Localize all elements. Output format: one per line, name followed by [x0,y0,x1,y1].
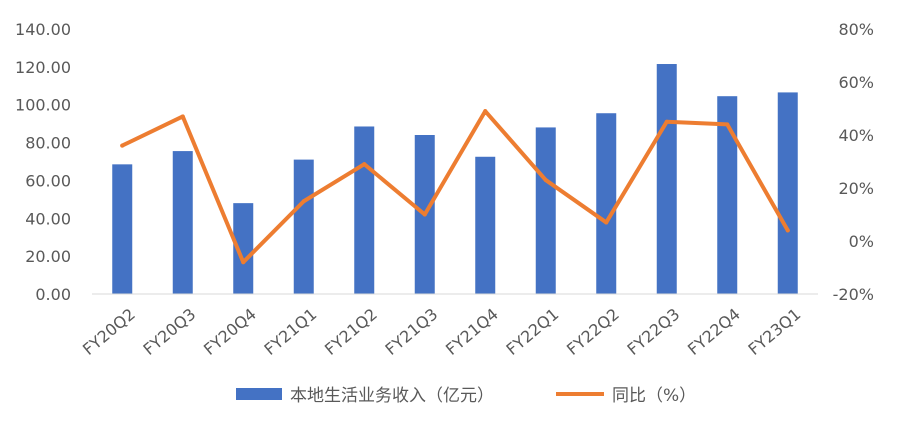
line-point [241,260,246,265]
x-axis-tick-label: FY21Q3 [382,305,442,359]
bar [596,113,617,294]
x-axis-tick-label: FY20Q2 [79,305,139,359]
bar [354,126,375,294]
line-point [120,143,125,148]
right-axis-tick-label: 80% [838,20,874,39]
x-axis-tick-label: FY22Q3 [624,305,684,359]
x-axis-tick-label: FY20Q4 [200,305,260,359]
bar-series [112,64,798,295]
line-point [422,212,427,217]
left-axis-tick-label: 80.00 [25,134,71,153]
left-axis-tick-label: 40.00 [25,209,71,228]
left-y-axis: 0.00 20.00 40.00 60.00 80.00 100.00 120.00 140.… [15,20,71,304]
x-axis-tick-label: FY22Q1 [503,305,563,359]
legend-swatch-bar [236,388,282,400]
yoy-line [120,109,790,265]
x-axis-tick-label: FY21Q4 [442,305,502,359]
bar [656,64,677,295]
right-axis-tick-label: 0% [849,232,874,251]
bar [233,203,254,294]
left-axis-tick-label: 0.00 [35,285,71,304]
x-axis-tick-label: FY21Q2 [321,305,381,359]
x-axis-tick-label: FY21Q1 [261,305,321,359]
bar [112,164,133,294]
x-axis-tick-label: FY22Q4 [684,305,744,359]
right-y-axis: -20% 0% 20% 40% 60% 80% [833,20,874,304]
right-axis-tick-label: 20% [838,179,874,198]
line-series [120,109,790,265]
right-axis-tick-label: 40% [838,126,874,145]
legend-label-bar: 本地生活业务收入（亿元） [290,386,494,406]
line-point [180,114,185,119]
line-point [483,109,488,114]
line-point [664,119,669,124]
line-point [785,228,790,233]
left-axis-tick-label: 140.00 [15,20,71,39]
line-point [725,122,730,127]
left-axis-tick-label: 100.00 [15,96,71,115]
bar [717,96,738,294]
line-point [362,162,367,167]
right-axis-tick-label: -20% [833,285,874,304]
legend: 本地生活业务收入（亿元） 同比（%） [236,386,696,406]
bar [535,127,556,294]
legend-label-line: 同比（%） [612,386,696,406]
left-axis-tick-label: 20.00 [25,247,71,266]
left-axis-tick-label: 60.00 [25,171,71,190]
x-axis-ticks: FY20Q2 FY20Q3 FY20Q4 FY21Q1 FY21Q2 FY21Q3 FY21… [79,305,804,359]
line-point [301,199,306,204]
bar [293,159,314,294]
x-axis-tick-label: FY23Q1 [745,305,805,359]
bar [172,151,193,294]
line-point [543,178,548,183]
x-axis-tick-label: FY20Q3 [140,305,200,359]
bar [777,92,798,295]
bar [475,156,496,294]
line-point [604,220,609,225]
x-axis-tick-label: FY22Q2 [563,305,623,359]
left-axis-tick-label: 120.00 [15,58,71,77]
right-axis-tick-label: 60% [838,73,874,92]
